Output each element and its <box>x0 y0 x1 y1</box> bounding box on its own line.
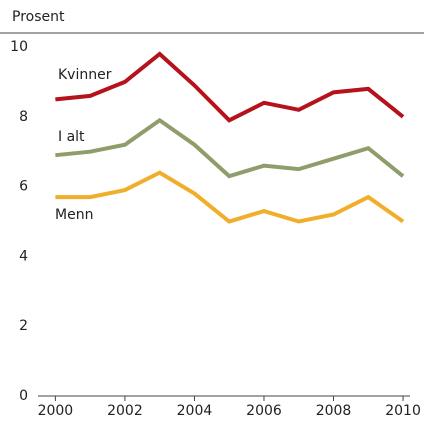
x-tick-label: 2008 <box>316 403 352 419</box>
series-label: Kvinner <box>58 67 112 83</box>
y-tick-label: 4 <box>19 248 28 264</box>
y-tick-label: 10 <box>10 39 28 55</box>
y-tick-label: 6 <box>19 179 28 195</box>
series-label: Menn <box>55 207 93 223</box>
series-label: I alt <box>58 129 85 145</box>
series-line <box>55 117 405 179</box>
y-axis-label: Prosent <box>12 9 65 25</box>
y-tick-label: 2 <box>19 318 28 334</box>
y-tick-label: 8 <box>19 109 28 125</box>
y-tick-label: 0 <box>19 388 28 404</box>
x-tick-label: 2004 <box>177 403 213 419</box>
x-tick-label: 2010 <box>385 403 421 419</box>
x-tick-label: 2002 <box>107 403 143 419</box>
x-tick-label: 2006 <box>246 403 282 419</box>
x-tick-label: 2000 <box>38 403 74 419</box>
series-line <box>55 51 405 123</box>
series-line <box>55 170 405 224</box>
